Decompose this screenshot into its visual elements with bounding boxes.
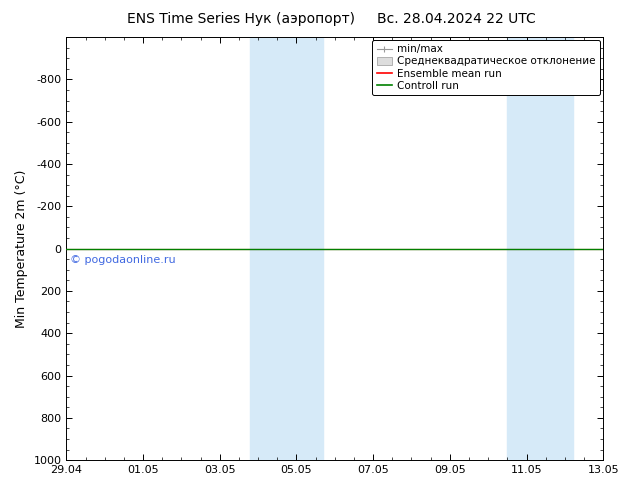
Bar [507,37,573,460]
Text: Вс. 28.04.2024 22 UTC: Вс. 28.04.2024 22 UTC [377,12,536,26]
Y-axis label: Min Temperature 2m (°C): Min Temperature 2m (°C) [15,170,28,328]
Text: ENS Time Series Нук (аэропорт): ENS Time Series Нук (аэропорт) [127,12,355,26]
Legend: min/max, Среднеквадратическое отклонение, Ensemble mean run, Controll run: min/max, Среднеквадратическое отклонение… [372,40,600,95]
Text: © pogodaonline.ru: © pogodaonline.ru [70,255,176,265]
Bar [250,37,323,460]
